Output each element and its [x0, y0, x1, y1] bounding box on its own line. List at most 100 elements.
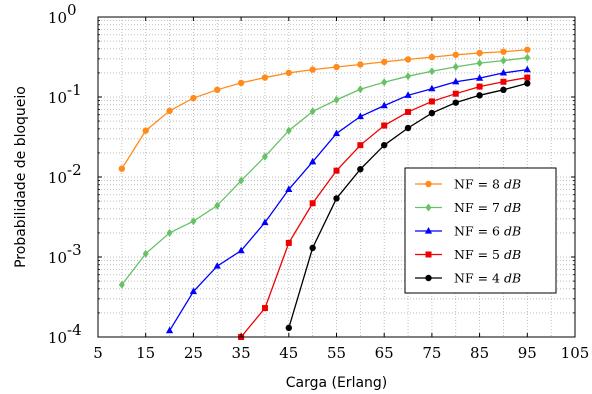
data-point — [404, 124, 412, 132]
data-point — [285, 239, 292, 246]
legend-label-prefix: NF = 5 — [454, 247, 504, 262]
series-nf-1 — [118, 53, 531, 289]
series-line — [121, 49, 528, 170]
y-tick-base: 10 — [48, 89, 67, 107]
data-point — [166, 228, 173, 237]
data-point — [285, 69, 292, 77]
series-nf-0 — [118, 46, 531, 172]
y-tick-exponent: -1 — [67, 81, 82, 99]
data-point — [309, 200, 316, 207]
legend-label: NF = 6 dB — [454, 224, 521, 239]
legend-entry: NF = 6 dB — [415, 224, 521, 239]
legend-label: NF = 7 dB — [454, 200, 521, 215]
data-point — [500, 86, 507, 94]
legend-entry: NF = 4 dB — [415, 271, 521, 286]
x-tick-label: 95 — [518, 344, 537, 362]
legend-label-prefix: NF = 4 — [454, 271, 504, 286]
data-point — [333, 95, 340, 104]
legend-label-unit: dB — [504, 247, 521, 262]
series-layer — [118, 46, 531, 340]
data-point — [285, 324, 292, 332]
legend-label: NF = 8 dB — [454, 177, 521, 192]
data-point — [404, 56, 412, 63]
y-tick-label: 10 — [48, 249, 67, 267]
data-point — [381, 141, 388, 149]
legend-marker — [424, 227, 433, 234]
x-tick-label: 65 — [375, 344, 394, 362]
series-nf-4 — [285, 80, 531, 332]
legend-marker — [425, 251, 432, 258]
x-tick-label: 105 — [561, 344, 590, 362]
data-point — [476, 74, 484, 81]
data-point — [476, 83, 483, 90]
data-point — [405, 72, 412, 81]
legend-entry: NF = 5 dB — [415, 247, 521, 262]
x-tick-label: 35 — [232, 344, 251, 362]
y-tick-label: 10 — [48, 9, 67, 27]
data-point — [285, 126, 292, 135]
data-point — [213, 262, 221, 269]
series-nf-2 — [165, 65, 531, 334]
data-point — [452, 99, 459, 106]
data-point — [404, 91, 412, 98]
data-point — [524, 80, 531, 87]
legend-label-prefix: NF = 6 — [454, 224, 504, 239]
data-point — [261, 152, 268, 161]
y-tick-base: 10 — [48, 9, 67, 27]
x-tick-label: 75 — [422, 344, 441, 362]
data-point — [356, 112, 364, 120]
legend-label: NF = 5 dB — [454, 247, 521, 262]
data-point — [524, 53, 531, 62]
data-point — [261, 218, 269, 226]
y-tick-base: 10 — [48, 329, 67, 347]
data-point — [214, 201, 221, 210]
x-tick-label: 5 — [93, 344, 103, 362]
data-point — [452, 51, 459, 58]
data-point — [166, 107, 173, 115]
data-point — [237, 246, 245, 254]
legend-label-unit: dB — [504, 224, 521, 239]
y-tick-exponent: -4 — [67, 321, 82, 339]
data-point — [357, 166, 364, 173]
y-tick-exponent: 0 — [67, 1, 77, 19]
data-point — [428, 84, 436, 92]
x-tick-label: 45 — [279, 344, 298, 362]
data-point — [214, 86, 221, 94]
axis-ticks: 5 15 25 35 45 55 65 75 85 95 10510-410-310-210-110… — [48, 1, 589, 362]
data-point — [500, 48, 507, 55]
data-point — [405, 108, 412, 115]
data-point — [118, 280, 125, 289]
x-tick-label: 25 — [184, 344, 203, 362]
legend-label-unit: dB — [504, 177, 521, 192]
y-tick-exponent: -2 — [67, 161, 82, 179]
data-point — [428, 109, 436, 117]
data-point — [428, 98, 435, 105]
legend-label-unit: dB — [504, 271, 521, 286]
y-tick-base: 10 — [48, 169, 67, 187]
data-point — [476, 92, 483, 99]
x-axis-title: Carga (Erlang) — [286, 375, 388, 391]
data-point — [190, 94, 197, 102]
x-tick-label: 55 — [327, 344, 346, 362]
data-point — [381, 122, 388, 129]
data-point — [190, 217, 197, 226]
data-point — [380, 101, 388, 109]
y-tick-label: 10 — [48, 89, 67, 107]
data-point — [500, 78, 507, 85]
series-nf-3 — [238, 74, 531, 340]
data-point — [189, 287, 197, 295]
data-point — [285, 185, 293, 192]
data-point — [524, 46, 531, 53]
data-point — [332, 129, 341, 137]
data-point — [238, 176, 245, 185]
legend-marker — [425, 203, 432, 212]
y-tick-label: 10 — [48, 169, 67, 187]
legend-label-prefix: NF = 8 — [454, 177, 504, 192]
data-point — [309, 157, 317, 165]
data-point — [309, 107, 316, 116]
data-point — [452, 77, 460, 85]
data-point — [261, 74, 269, 81]
series-line — [168, 68, 528, 332]
data-point — [357, 61, 364, 68]
